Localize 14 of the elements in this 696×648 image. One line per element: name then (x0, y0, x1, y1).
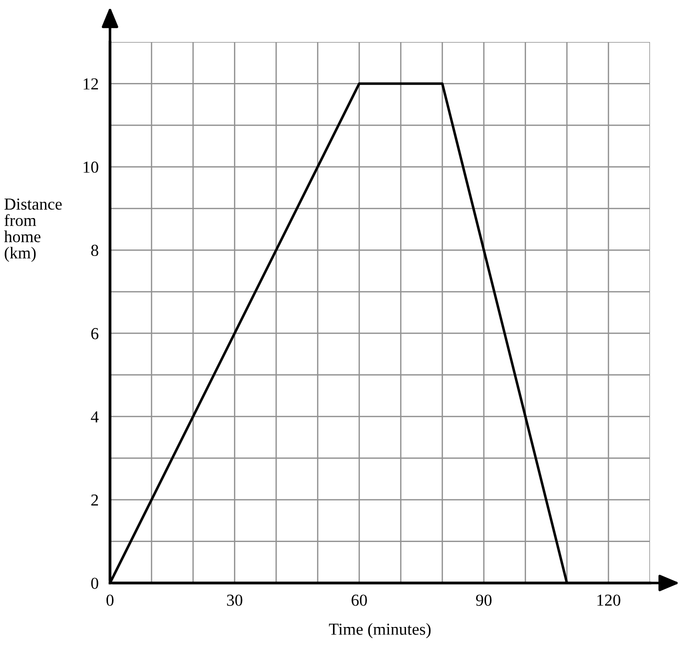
x-axis-title: Time (minutes) (328, 623, 431, 638)
x-tick-label: 60 (352, 594, 367, 606)
x-tick-label: 0 (106, 594, 114, 606)
y-tick-label: 6 (91, 328, 98, 340)
y-tick-label: 4 (90, 411, 99, 422)
y-tick-label: 10 (84, 162, 98, 173)
y-tick-label: 8 (91, 244, 98, 256)
x-tick-label: 90 (476, 594, 492, 606)
y-axis-title: Distance from home (km) (4, 198, 62, 262)
y-tick-label: 2 (91, 494, 98, 506)
x-tick-label: 120 (597, 594, 620, 606)
y-tick-label: 12 (84, 78, 98, 90)
y-tick-label: 0 (91, 578, 98, 589)
x-tick-label: 30 (227, 594, 242, 606)
